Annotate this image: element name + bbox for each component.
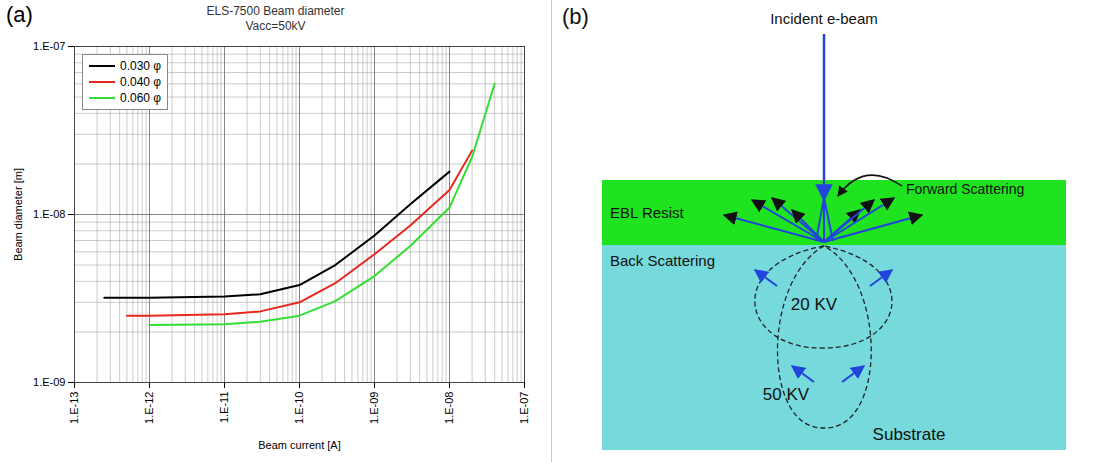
svg-text:1.E-10: 1.E-10 (293, 392, 305, 424)
svg-text:1.E-09: 1.E-09 (368, 392, 380, 424)
svg-text:1.E-08: 1.E-08 (443, 392, 455, 424)
svg-text:1.E-13: 1.E-13 (68, 392, 80, 424)
svg-text:1.E-11: 1.E-11 (218, 392, 230, 424)
svg-text:(b): (b) (562, 4, 589, 29)
svg-text:1.E-12: 1.E-12 (143, 392, 155, 424)
html-text:(a): (a) (6, 2, 33, 27)
svg-text:1.E-08: 1.E-08 (33, 208, 65, 220)
html-text:Vacc=50kV: Vacc=50kV (245, 19, 306, 33)
html-text:0.040 φ: 0.040 φ (120, 75, 162, 89)
svg-text:Incident e-beam: Incident e-beam (770, 10, 878, 27)
svg-text:Forward Scattering: Forward Scattering (906, 181, 1024, 197)
svg-text:1.E-09: 1.E-09 (33, 376, 65, 388)
html-text:0.060 φ: 0.060 φ (120, 91, 162, 105)
svg-text:20 KV: 20 KV (791, 295, 838, 314)
svg-text:1.E-07: 1.E-07 (518, 392, 530, 424)
svg-text:EBL Resist: EBL Resist (610, 204, 684, 221)
html-text:0.030 φ: 0.030 φ (120, 59, 162, 73)
svg-text:Substrate: Substrate (873, 425, 946, 444)
svg-text:Back Scattering: Back Scattering (610, 252, 715, 269)
svg-text:50 KV: 50 KV (763, 385, 810, 404)
html-text:ELS-7500 Beam diameter: ELS-7500 Beam diameter (206, 4, 345, 18)
svg-text:Beam current [A]: Beam current [A] (258, 439, 341, 451)
svg-text:1.E-07: 1.E-07 (33, 40, 65, 52)
svg-text:Beam diameter [m]: Beam diameter [m] (12, 168, 24, 261)
